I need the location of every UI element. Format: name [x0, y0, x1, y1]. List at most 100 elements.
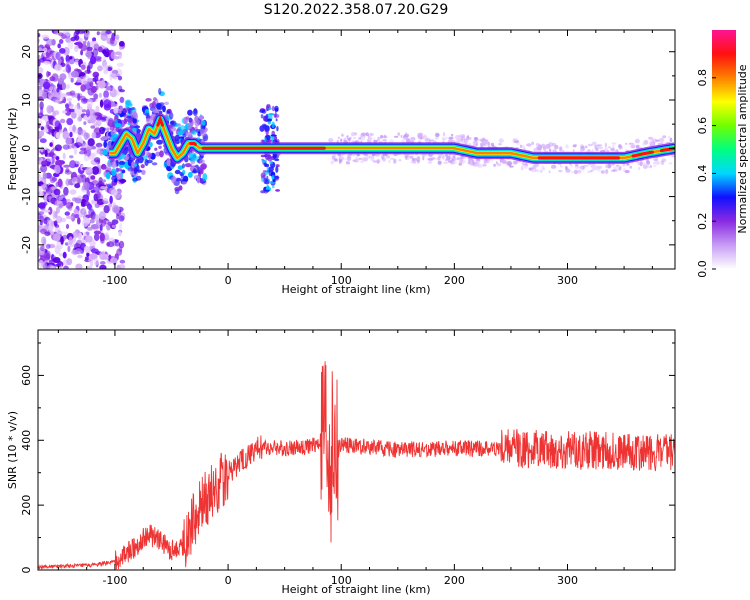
- halo-blob: [516, 141, 520, 146]
- halo-blob: [365, 155, 371, 160]
- noise-blob: [52, 257, 61, 263]
- noise-blob: [262, 170, 267, 173]
- noise-blob: [179, 125, 186, 133]
- noise-blob: [73, 208, 78, 214]
- noise-blob: [54, 164, 61, 174]
- noise-blob: [145, 98, 152, 102]
- halo-blob: [416, 159, 420, 164]
- halo-blob: [473, 137, 479, 141]
- noise-blob: [95, 142, 103, 148]
- halo-blob: [579, 147, 583, 153]
- halo-blob: [570, 171, 576, 174]
- halo-blob: [597, 168, 601, 172]
- noise-blob: [55, 52, 61, 61]
- noise-blob: [72, 231, 80, 238]
- noise-blob: [53, 220, 58, 227]
- noise-blob: [264, 136, 267, 143]
- noise-blob: [90, 55, 97, 65]
- noise-blob: [99, 251, 106, 260]
- noise-blob: [65, 215, 74, 220]
- noise-blob: [77, 217, 81, 225]
- noise-blob: [117, 75, 123, 81]
- halo-blob: [377, 136, 381, 141]
- halo-blob: [435, 133, 440, 137]
- noise-blob: [115, 214, 120, 220]
- halo-blob: [637, 162, 640, 166]
- halo-blob: [346, 156, 352, 162]
- noise-blob: [58, 252, 63, 257]
- colorbar-gradient: [712, 30, 736, 269]
- halo-blob: [612, 145, 615, 149]
- halo-blob: [484, 158, 488, 162]
- noise-blob: [86, 98, 93, 108]
- noise-blob: [98, 92, 103, 98]
- noise-blob: [101, 136, 109, 141]
- noise-blob: [119, 96, 125, 103]
- noise-blob: [94, 75, 99, 83]
- noise-blob: [98, 80, 106, 89]
- halo-blob: [572, 144, 577, 148]
- noise-blob: [102, 65, 109, 72]
- noise-blob: [38, 156, 41, 161]
- noise-blob: [103, 99, 112, 109]
- halo-blob: [604, 142, 608, 148]
- noise-blob: [159, 102, 165, 106]
- noise-blob: [106, 127, 110, 132]
- noise-blob: [265, 180, 270, 185]
- noise-blob: [170, 176, 177, 182]
- noise-blob: [178, 185, 183, 191]
- noise-blob: [260, 190, 266, 194]
- halo-blob: [667, 135, 671, 139]
- halo-blob: [376, 159, 380, 164]
- noise-blob: [170, 120, 177, 127]
- halo-blob: [448, 137, 454, 140]
- halo-blob: [429, 139, 435, 142]
- noise-blob: [54, 144, 63, 152]
- noise-blob: [101, 117, 107, 122]
- noise-blob: [263, 161, 267, 167]
- halo-blob: [649, 164, 652, 169]
- halo-blob: [442, 132, 446, 137]
- colorbar-ticks: 0.0 0.2 0.4 0.6 0.8: [696, 69, 716, 278]
- halo-blob: [628, 142, 634, 145]
- halo-blob: [460, 137, 463, 142]
- noise-blob: [38, 96, 44, 100]
- noise-blob: [89, 219, 95, 224]
- halo-blob: [625, 148, 628, 151]
- halo-blob: [492, 145, 495, 148]
- noise-blob: [100, 261, 106, 265]
- halo-blob: [530, 168, 537, 173]
- noise-blob: [124, 154, 130, 161]
- noise-blob: [83, 80, 88, 85]
- noise-blob: [259, 125, 265, 132]
- noise-blob: [164, 101, 170, 106]
- halo-blob: [360, 132, 367, 136]
- noise-blob: [89, 260, 94, 267]
- noise-blob: [74, 183, 81, 189]
- spectrogram-x-axis-label: Height of straight line (km): [281, 283, 430, 296]
- noise-blob: [70, 36, 76, 42]
- halo-blob: [501, 159, 506, 164]
- halo-blob: [343, 157, 349, 161]
- halo-blob: [404, 155, 408, 160]
- noise-blob: [100, 186, 107, 190]
- halo-blob: [487, 141, 491, 146]
- snr-y-axis-label: SNR (10 * v/v): [6, 411, 19, 489]
- noise-blob: [118, 40, 125, 47]
- spectrogram-frame: [37, 29, 676, 270]
- noise-blob: [69, 90, 76, 96]
- halo-blob: [597, 165, 603, 169]
- noise-blob: [133, 111, 138, 119]
- noise-blob: [65, 168, 70, 173]
- noise-blob: [48, 128, 56, 133]
- ridge-core: [156, 114, 165, 127]
- noise-blob: [166, 110, 170, 114]
- noise-blob: [117, 85, 123, 92]
- noise-blob: [67, 245, 71, 252]
- noise-blob: [141, 169, 146, 175]
- halo-blob: [526, 143, 532, 147]
- halo-blob: [422, 135, 428, 139]
- noise-blob: [64, 242, 69, 246]
- noise-blob: [97, 65, 103, 72]
- halo-blob: [369, 132, 374, 136]
